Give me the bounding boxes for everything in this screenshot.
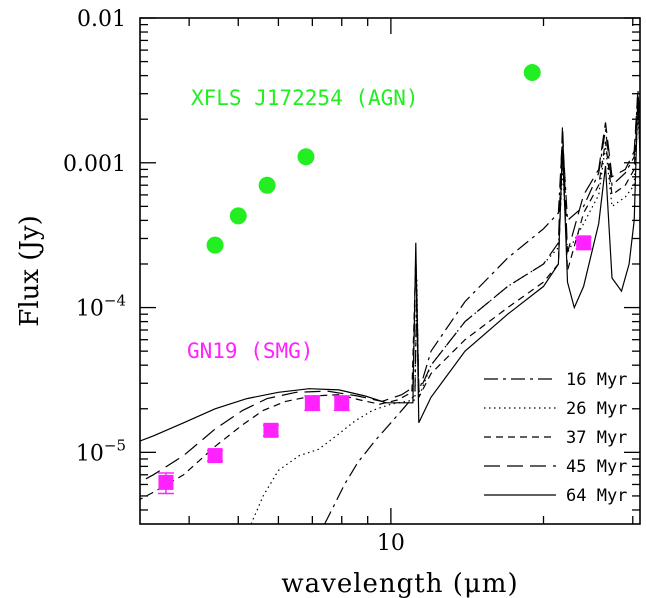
model-line-37-myr (140, 102, 640, 501)
point-gn19-smg (304, 395, 320, 411)
model-line-45-myr (140, 91, 640, 483)
legend-label-64-myr: 64 Myr (566, 486, 627, 506)
y-tick-label: 0.001 (63, 152, 126, 177)
y-tick-label: 10−5 (76, 436, 126, 466)
model-line-64-myr (140, 95, 640, 442)
point-xfls-j172254-agn (229, 207, 247, 225)
point-xfls-j172254-agn (297, 148, 315, 166)
x-tick-label: 10 (377, 531, 405, 556)
annotation-xfls-j172254-agn: XFLS J172254 (AGN) (191, 86, 419, 110)
axis-ticks (140, 17, 640, 524)
y-tick-label-base: 10 (76, 297, 104, 322)
x-axis-title-text: wavelength (281, 569, 443, 598)
y-axis-title: Flux (Jy) (15, 215, 45, 326)
annotation-gn19-smg: GN19 (SMG) (187, 339, 313, 363)
plot-frame (139, 17, 641, 525)
model-line-16-myr (324, 89, 640, 524)
point-gn19-smg (263, 422, 279, 438)
point-xfls-j172254-agn (258, 176, 276, 194)
legend: 16 Myr 26 Myr 37 Myr 45 Myr 64 Myr (484, 370, 627, 506)
y-tick-label: 0.01 (77, 7, 126, 32)
legend-label-26-myr: 26 Myr (566, 399, 627, 419)
x-axis-title: wavelength (μm) (281, 569, 518, 598)
point-xfls-j172254-agn (206, 236, 224, 254)
model-curves (140, 89, 640, 524)
point-gn19-smg (158, 474, 174, 490)
legend-label-37-myr: 37 Myr (566, 428, 627, 448)
point-gn19-smg (334, 395, 350, 411)
y-tick-label-base: 10 (76, 441, 104, 466)
point-gn19-smg (576, 235, 592, 251)
y-tick-label-exponent: −5 (104, 436, 126, 454)
data-points (157, 64, 592, 495)
x-axis-title-unit: (μm) (453, 569, 519, 598)
y-tick-label-base: 0.01 (77, 7, 126, 32)
y-tick-label-exponent: −4 (104, 292, 126, 310)
annotations: XFLS J172254 (AGN) GN19 (SMG) (187, 86, 419, 363)
y-tick-label-base: 0.001 (63, 152, 126, 177)
y-tick-label: 10−4 (76, 292, 126, 322)
point-gn19-smg (207, 448, 223, 464)
legend-label-45-myr: 45 Myr (566, 457, 627, 477)
legend-label-16-myr: 16 Myr (566, 370, 627, 390)
point-xfls-j172254-agn (523, 64, 541, 82)
